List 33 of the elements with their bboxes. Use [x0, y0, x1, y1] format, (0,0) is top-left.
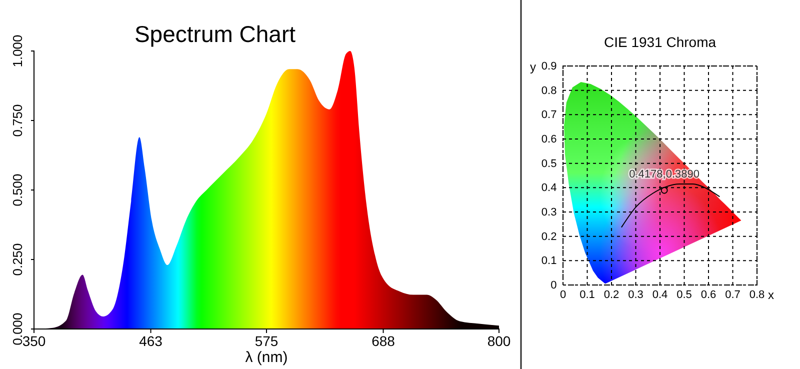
- x-tick-label: 0.2: [604, 288, 620, 301]
- x-tick-label: 575: [254, 332, 278, 349]
- x-tick-label: 0.7: [725, 288, 740, 301]
- x-tick-label: 0.3: [628, 288, 644, 301]
- x-tick-label: 0.1: [580, 288, 595, 301]
- y-tick-label: 0.5: [541, 158, 557, 170]
- y-tick-label: 0.1: [541, 255, 557, 268]
- x-tick-label: 0: [560, 288, 566, 301]
- x-tick-label: 0.8: [749, 288, 765, 301]
- chart-title: CIE 1931 Chroma: [604, 34, 716, 50]
- y-tick-label: 0: [550, 280, 557, 292]
- x-tick-label: 0.6: [700, 288, 716, 301]
- x-tick-label: 800: [487, 332, 511, 349]
- y-tick-label: 1.000: [10, 34, 25, 68]
- y-tick-label: 0.8: [541, 84, 557, 97]
- y-tick-label: 0.7: [541, 109, 557, 122]
- x-tick-label: 688: [372, 332, 396, 349]
- x-tick-label: 350: [22, 332, 46, 349]
- y-tick-label: 0.4: [541, 182, 557, 194]
- y-tick-label: 0.500: [10, 174, 25, 206]
- y-tick-label: 0.6: [541, 134, 557, 146]
- x-tick-label: 0.4: [652, 288, 668, 301]
- y-tick-label: 0.250: [10, 243, 25, 276]
- y-tick-label: 0.9: [541, 60, 557, 73]
- y-axis-title: y: [530, 60, 536, 74]
- x-tick-label: 0.5: [676, 288, 692, 301]
- y-tick-label: 0.2: [541, 230, 557, 243]
- y-tick-label: 0.750: [10, 104, 25, 137]
- x-tick-label: 463: [139, 332, 163, 349]
- x-axis-title: λ (nm): [245, 349, 288, 366]
- chart-title: Spectrum Chart: [134, 21, 296, 47]
- x-axis-title: x: [768, 288, 774, 302]
- y-tick-label: 0.3: [541, 206, 557, 219]
